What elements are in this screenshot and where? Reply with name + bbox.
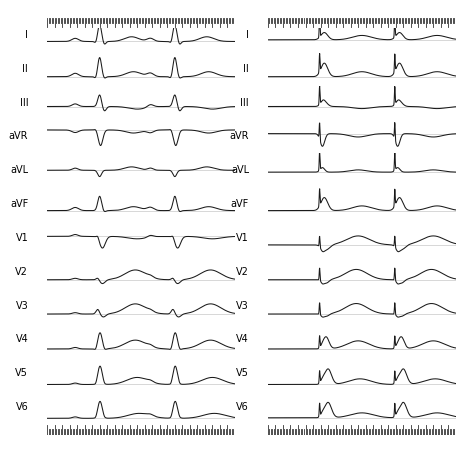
Text: aVF: aVF: [10, 199, 28, 209]
Text: III: III: [241, 97, 249, 108]
Text: V3: V3: [236, 300, 249, 311]
Text: I: I: [25, 30, 28, 40]
Text: V5: V5: [16, 368, 28, 378]
Text: V2: V2: [236, 267, 249, 277]
Text: aVR: aVR: [9, 131, 28, 142]
Text: aVL: aVL: [231, 165, 249, 175]
Text: aVF: aVF: [231, 199, 249, 209]
Text: V1: V1: [16, 233, 28, 243]
Text: aVR: aVR: [230, 131, 249, 142]
Text: I: I: [246, 30, 249, 40]
Text: aVL: aVL: [10, 165, 28, 175]
Text: V6: V6: [16, 402, 28, 412]
Text: III: III: [20, 97, 28, 108]
Text: II: II: [23, 64, 28, 74]
Text: V1: V1: [236, 233, 249, 243]
Text: V6: V6: [236, 402, 249, 412]
Text: II: II: [243, 64, 249, 74]
Text: V3: V3: [16, 300, 28, 311]
Text: V5: V5: [236, 368, 249, 378]
Text: V2: V2: [16, 267, 28, 277]
Text: V4: V4: [16, 334, 28, 345]
Text: V4: V4: [236, 334, 249, 345]
